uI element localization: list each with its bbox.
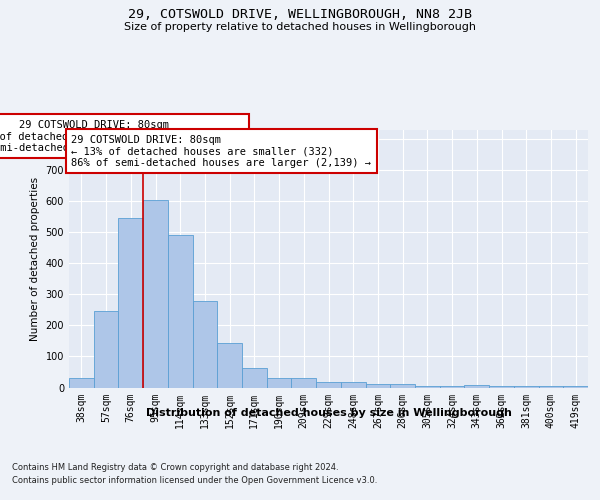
Bar [341,382,365,388]
Bar [69,378,94,388]
Text: 29 COTSWOLD DRIVE: 80sqm
← 13% of detached houses are smaller (332)
86% of semi-: 29 COTSWOLD DRIVE: 80sqm ← 13% of detach… [0,120,244,153]
Bar [440,386,464,388]
Bar [539,386,563,388]
Bar [365,384,390,388]
Bar [242,368,267,388]
Bar [168,236,193,388]
Y-axis label: Number of detached properties: Number of detached properties [30,176,40,341]
Bar [118,218,143,388]
Bar [390,384,415,388]
Bar [292,378,316,388]
Bar [464,385,489,388]
Bar [143,200,168,388]
Bar [267,378,292,388]
Bar [514,386,539,388]
Text: Contains HM Land Registry data © Crown copyright and database right 2024.: Contains HM Land Registry data © Crown c… [12,462,338,471]
Text: Contains public sector information licensed under the Open Government Licence v3: Contains public sector information licen… [12,476,377,485]
Text: Distribution of detached houses by size in Wellingborough: Distribution of detached houses by size … [146,408,512,418]
Bar [316,382,341,388]
Bar [94,312,118,388]
Bar [489,386,514,388]
Bar [415,386,440,388]
Text: Size of property relative to detached houses in Wellingborough: Size of property relative to detached ho… [124,22,476,32]
Text: 29, COTSWOLD DRIVE, WELLINGBOROUGH, NN8 2JB: 29, COTSWOLD DRIVE, WELLINGBOROUGH, NN8 … [128,8,472,20]
Bar [563,386,588,388]
Bar [193,300,217,388]
Text: 29 COTSWOLD DRIVE: 80sqm
← 13% of detached houses are smaller (332)
86% of semi-: 29 COTSWOLD DRIVE: 80sqm ← 13% of detach… [71,134,371,168]
Bar [217,342,242,388]
